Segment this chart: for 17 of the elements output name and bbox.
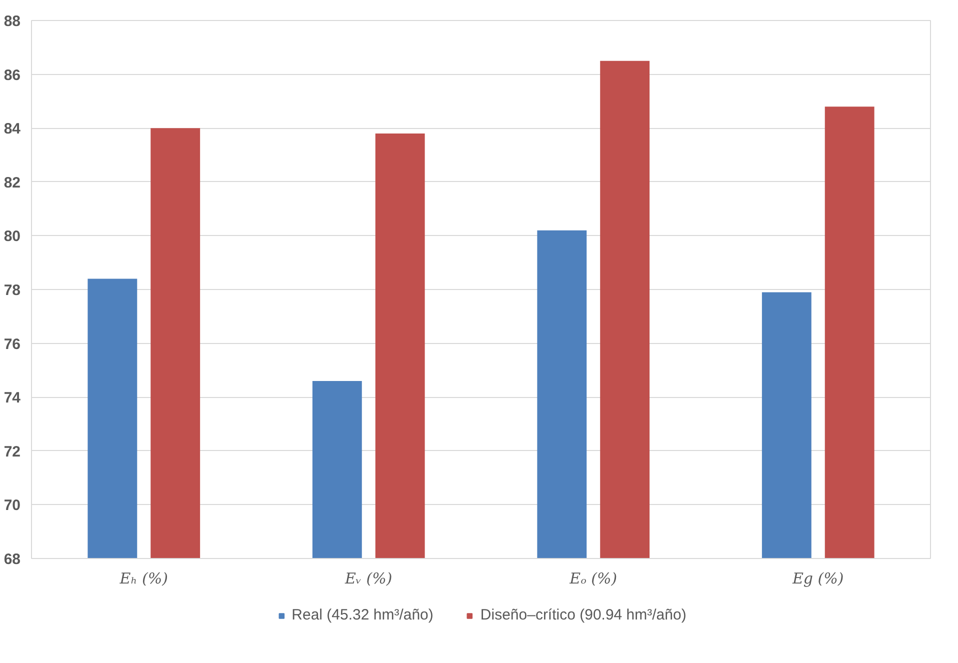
x-tick-label: Eg (%) bbox=[791, 570, 844, 588]
y-tick-label: 68 bbox=[4, 551, 21, 568]
x-tick-label: Eₒ (%) bbox=[568, 570, 618, 588]
y-tick-label: 86 bbox=[4, 66, 21, 84]
x-tick-label: Eᵥ (%) bbox=[344, 570, 392, 588]
legend-label: Real (45.32 hm³/año) bbox=[292, 606, 434, 624]
y-tick-label: 70 bbox=[4, 497, 21, 514]
y-tick-label: 82 bbox=[4, 174, 21, 192]
y-tick-label: 88 bbox=[4, 13, 21, 30]
legend-label: Diseño–crítico (90.94 hm³/año) bbox=[480, 606, 686, 624]
y-tick-label: 72 bbox=[4, 443, 21, 460]
x-tick-label: Eₕ (%) bbox=[118, 570, 168, 588]
y-tick-label: 84 bbox=[4, 120, 22, 138]
y-tick-label: 80 bbox=[4, 228, 21, 246]
y-tick-label: 74 bbox=[4, 390, 22, 407]
y-tick-label: 78 bbox=[4, 282, 21, 299]
y-tick-label: 76 bbox=[4, 336, 21, 353]
